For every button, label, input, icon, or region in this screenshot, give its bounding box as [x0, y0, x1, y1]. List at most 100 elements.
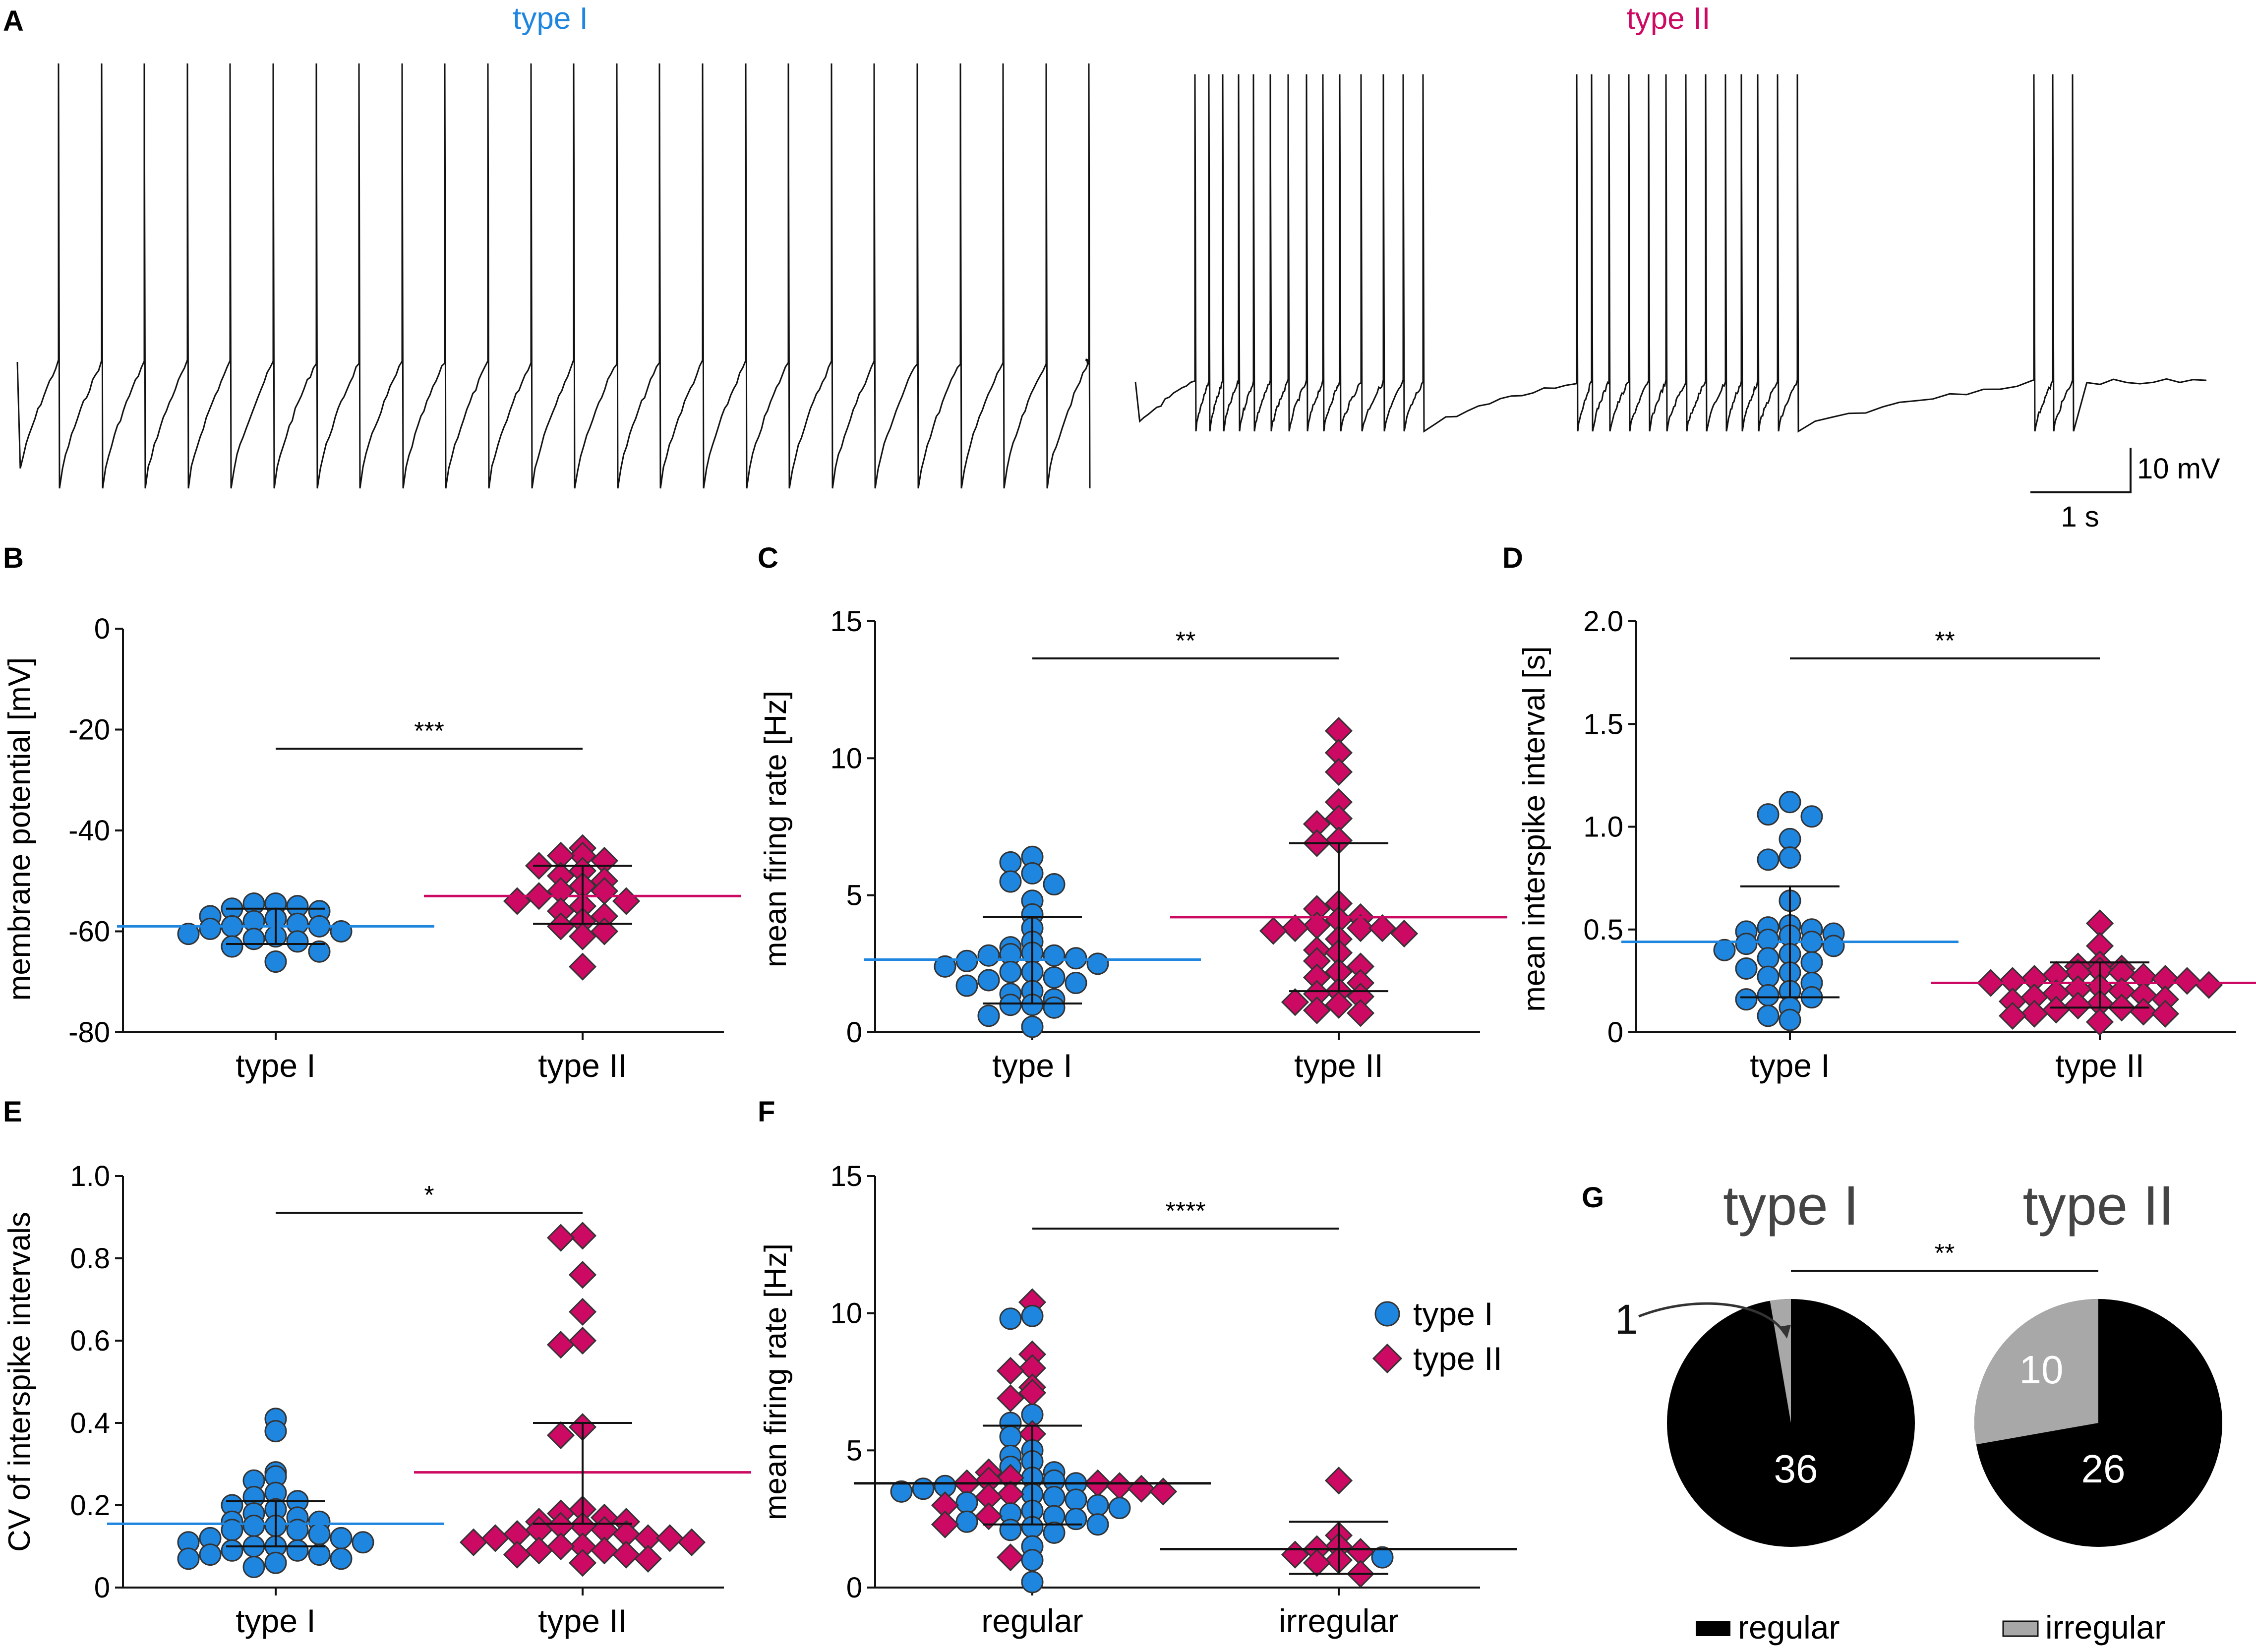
panel-e-chart: E 1.0 0.8 0.6 0.4 0.2 0 CV of interspike interv… — [2, 1096, 751, 1639]
significance-label: ** — [1935, 1239, 1955, 1268]
y-tick-label: -60 — [68, 916, 110, 948]
type-i-data-point — [1713, 939, 1736, 961]
type-i-data-point — [955, 1510, 978, 1533]
y-tick-label: 0 — [94, 1572, 110, 1604]
type-ii-data-point — [568, 1326, 597, 1355]
type-ii-data-point — [1259, 917, 1288, 945]
type-ii-data-point — [546, 1532, 575, 1561]
type-i-data-point — [1021, 1015, 1044, 1038]
type-ii-data-point — [2173, 967, 2201, 995]
significance-label: * — [424, 1181, 434, 1210]
y-tick-label: 0.2 — [70, 1489, 110, 1522]
significance-label: *** — [414, 717, 444, 746]
type-ii-data-point — [546, 912, 575, 941]
type-i-data-point — [1021, 1571, 1044, 1593]
x-category-label: irregular — [1279, 1602, 1399, 1639]
y-tick-label: 0.5 — [1583, 914, 1623, 946]
type-ii-data-point — [1390, 919, 1419, 948]
type-i-data-point — [1043, 1521, 1066, 1544]
panel-letter: C — [758, 542, 778, 574]
legend-irregular-label: irregular — [2045, 1609, 2165, 1646]
y-tick-label: 0.4 — [70, 1407, 110, 1439]
type-ii-data-point — [568, 1549, 597, 1577]
scale-time-label: 1 s — [2061, 501, 2099, 533]
type-ii-data-point — [1149, 1477, 1178, 1506]
pie-irregular-slice — [1974, 1299, 2098, 1445]
type-i-data-point — [977, 1004, 1000, 1027]
type-i-data-point — [955, 949, 978, 972]
y-tick-label: 10 — [830, 742, 862, 774]
type-i-data-point — [1043, 996, 1066, 1019]
type-i-data-point — [999, 851, 1022, 874]
type-i-data-point — [1043, 966, 1066, 989]
type-i-data-point — [1757, 928, 1780, 951]
x-category-label: type II — [1294, 1047, 1383, 1084]
y-tick-label: 1.0 — [70, 1160, 110, 1192]
x-category-label: type II — [2055, 1047, 2144, 1084]
significance-label: ** — [1176, 627, 1195, 655]
type-i-data-point — [912, 1477, 935, 1500]
scale-bar — [2030, 448, 2132, 493]
type-ii-data-point — [655, 1524, 684, 1552]
type-i-data-point — [977, 944, 1000, 967]
type-i-data-point — [1757, 965, 1780, 988]
type-ii-data-point — [568, 1298, 597, 1326]
type-ii-data-point — [2085, 1008, 2114, 1036]
callout-arrow — [1638, 1302, 1786, 1335]
type-i-data-point — [308, 1523, 331, 1545]
type-ii-voltage-trace — [1134, 74, 2207, 433]
type-ii-data-point — [481, 1524, 510, 1552]
panel-letter: E — [3, 1096, 22, 1128]
y-tick-label: 0.8 — [70, 1242, 110, 1275]
type-i-data-point — [1735, 933, 1758, 955]
y-tick-label: 10 — [830, 1298, 862, 1330]
y-tick-label: 5 — [846, 1434, 862, 1467]
type-i-data-point — [242, 1515, 265, 1537]
type-i-data-point — [890, 1480, 913, 1503]
legend-irregular-swatch — [2002, 1620, 2039, 1637]
type-i-data-point — [999, 994, 1022, 1016]
type-ii-data-point — [459, 1528, 488, 1556]
type-i-data-point — [1800, 951, 1823, 974]
type-i-data-point — [955, 974, 978, 997]
type-ii-data-point — [546, 1421, 575, 1450]
type-i-data-point — [330, 1527, 353, 1549]
y-tick-label: 0 — [1607, 1016, 1623, 1049]
y-tick-label: 1.0 — [1583, 811, 1623, 843]
type-i-data-point — [1779, 791, 1801, 814]
type-i-data-point — [264, 1551, 287, 1574]
type-i-data-point — [1108, 1497, 1131, 1520]
panel-a-traces: A type I type II 10 mV 1 s — [3, 1, 2220, 533]
scale-voltage-label: 10 mV — [2137, 453, 2220, 485]
type-ii-data-point — [2064, 991, 2092, 1020]
type-i-data-point — [1043, 873, 1066, 896]
type-ii-data-point — [1281, 914, 1309, 943]
y-tick-label: 0.6 — [70, 1325, 110, 1357]
type-ii-data-point — [996, 1384, 1025, 1413]
type-ii-data-point — [931, 1510, 959, 1538]
type-i-data-point — [1779, 846, 1801, 869]
significance-label: **** — [1166, 1197, 1206, 1226]
y-axis-label: mean firing rate [Hz] — [759, 1243, 793, 1520]
type-i-data-point — [286, 1539, 309, 1562]
type-ii-data-point — [1303, 1549, 1331, 1577]
x-category-label: type I — [236, 1047, 315, 1084]
type-i-data-point — [199, 1543, 222, 1566]
type-ii-data-point — [546, 1331, 575, 1359]
y-tick-label: 2.0 — [1583, 605, 1623, 638]
type-i-data-point — [264, 1420, 287, 1443]
pie-irregular-count: 1 — [1615, 1296, 1638, 1343]
type-ii-data-point — [1346, 914, 1375, 943]
type-ii-data-point — [2020, 1000, 2049, 1028]
type-i-data-point — [999, 870, 1022, 893]
type-i-data-point — [286, 930, 309, 953]
type-i-data-point — [999, 1519, 1022, 1541]
type-ii-data-point — [590, 1536, 619, 1565]
y-tick-label: 0 — [846, 1572, 862, 1604]
type-ii-data-point — [1127, 1475, 1156, 1503]
y-tick-label: 15 — [830, 1160, 862, 1192]
type-i-data-point — [1021, 1549, 1044, 1572]
type-i-data-point — [1086, 952, 1109, 975]
x-category-label: type II — [538, 1047, 627, 1084]
y-tick-label: 0 — [94, 613, 110, 645]
